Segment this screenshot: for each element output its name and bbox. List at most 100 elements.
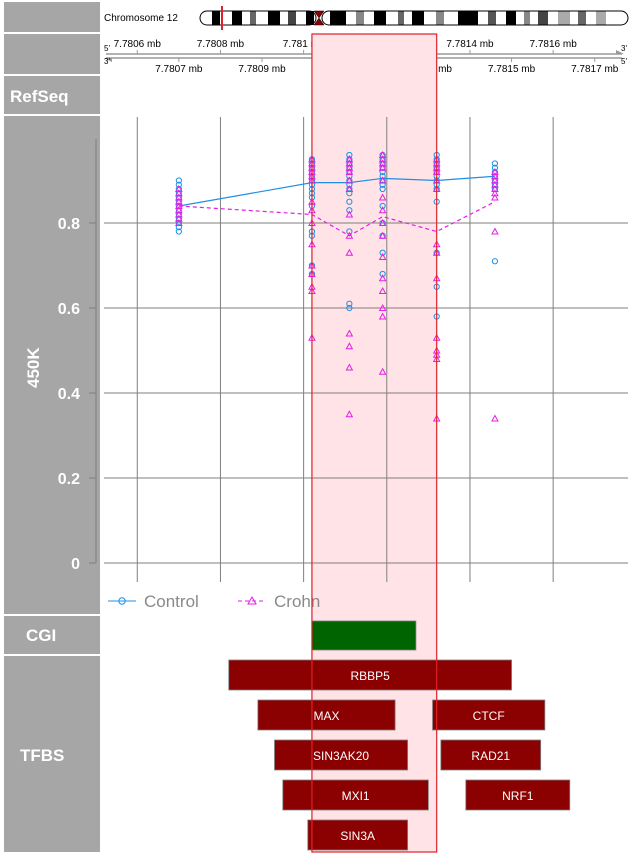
data-point-crohn (378, 193, 387, 201)
data-point-control (346, 207, 353, 214)
data-point-crohn (175, 197, 183, 205)
data-point-crohn (345, 231, 354, 239)
data-point-crohn (378, 150, 387, 158)
data-point-crohn (378, 286, 387, 294)
data-point-control (379, 202, 386, 210)
data-point-crohn (175, 218, 183, 226)
cgi-track-label: CGI (26, 626, 56, 645)
ideogram-band (250, 11, 256, 25)
ideogram-band (232, 11, 242, 25)
tfbs-feature-label: RBBP5 (350, 669, 390, 683)
ideogram-outline-left (199, 10, 317, 26)
tfbs-feature-max (257, 699, 396, 731)
ideogram-band (330, 11, 346, 25)
y-axis-tick-label: 0.2 (58, 471, 80, 488)
tfbs-feature-label: SIN3A (340, 829, 375, 843)
chromosome-label: Chromosome 12 (104, 13, 178, 24)
strand-right-top: 3' (621, 44, 627, 53)
ideogram-band (558, 11, 570, 25)
data-point-crohn (175, 201, 183, 209)
data-point-control (346, 190, 353, 197)
data-point-control (491, 258, 499, 265)
ideogram-outline-right (321, 10, 629, 26)
tfbs-feature-rbbp5 (228, 659, 512, 691)
methylation-track-label: 450K (24, 347, 43, 388)
tfbs-track: RBBP5 MAX CTCF SIN3AK20 RAD21 MXI1 NRF1 SIN3A (228, 659, 571, 851)
strand-right-bottom: 5' (621, 57, 627, 66)
data-point-crohn (175, 193, 183, 201)
data-point-crohn (345, 363, 354, 371)
data-point-crohn (491, 227, 499, 235)
data-point-crohn (491, 172, 499, 180)
axis-arrow-left (104, 58, 112, 62)
axis-tick-label-top: 7.7808 mb (197, 39, 245, 50)
series-mean-line-control (178, 175, 495, 207)
refseq-track-label: RefSeq (10, 87, 69, 106)
data-point-crohn (175, 210, 183, 218)
y-axis-tick-label: 0.8 (58, 216, 80, 233)
data-point-crohn (378, 367, 387, 375)
legend: Control Crohn (108, 592, 320, 611)
tfbs-feature-label: RAD21 (471, 749, 510, 763)
tfbs-feature-label: NRF1 (502, 789, 534, 803)
series-mean-line-crohn (178, 201, 496, 237)
data-point-control (346, 181, 353, 188)
data-point-control (379, 249, 386, 256)
axis-title-panel (4, 34, 100, 74)
data-point-control (175, 177, 182, 184)
data-point-control (346, 173, 353, 180)
data-point-crohn (491, 189, 499, 197)
tfbs-feature-mxi1 (282, 779, 429, 811)
y-axis-tick-label: 0.4 (58, 386, 80, 403)
tfbs-track-label: TFBS (20, 746, 64, 765)
tfbs-feature-rad21 (440, 739, 542, 771)
data-point-control (379, 173, 386, 180)
data-point-crohn (491, 176, 499, 184)
tfbs-feature-sin3a (307, 819, 408, 851)
data-point-crohn (345, 176, 354, 184)
ideogram-band (436, 11, 444, 25)
data-point-crohn (345, 155, 354, 163)
y-axis-tick-label: 0 (71, 556, 80, 573)
data-point-crohn (345, 248, 354, 256)
ideogram-band (458, 11, 478, 25)
ideogram-band (578, 11, 586, 25)
data-point-control (175, 181, 182, 188)
ideogram-band (538, 11, 548, 25)
data-point-crohn (175, 214, 183, 222)
tfbs-feature-label: MXI1 (342, 789, 370, 803)
data-point-crohn (491, 180, 499, 188)
data-point-crohn (175, 206, 183, 214)
axis-tick-label-top: 7.7814 mb (446, 39, 494, 50)
data-point-control (379, 181, 386, 188)
y-axis-tick-label: 0.6 (58, 301, 80, 318)
data-point-control (175, 224, 182, 231)
tfbs-title-panel (4, 656, 100, 852)
data-point-crohn (345, 163, 354, 171)
tfbs-feature-nrf1 (465, 779, 571, 811)
ideogram-band (506, 11, 516, 25)
data-point-crohn (378, 176, 387, 184)
data-point-crohn (378, 252, 387, 260)
cgi-feature (311, 620, 417, 651)
tfbs-feature-label: MAX (313, 709, 339, 723)
data-point-control (346, 228, 353, 235)
centromere-marker (313, 10, 325, 26)
data-point-crohn (345, 167, 354, 175)
ideogram-band (356, 11, 364, 25)
data-point-control (379, 185, 386, 193)
methylation-plot: 0 0.2 0.4 0.6 0.8 Control Crohn (58, 117, 628, 611)
data-point-control (346, 304, 353, 312)
data-point-crohn (378, 155, 387, 163)
axis-tick-label-bottom: 7.7807 mb (155, 64, 203, 75)
legend-control-marker (118, 597, 126, 605)
cgi-track (311, 620, 417, 651)
tfbs-feature-ctcf (432, 699, 546, 731)
ideogram-band (488, 11, 496, 25)
strand-left-bottom: 3' (104, 57, 110, 66)
data-point-crohn (378, 163, 387, 171)
highlight-region-border (311, 33, 438, 853)
data-point-control (379, 270, 386, 278)
data-point-crohn (491, 414, 499, 422)
